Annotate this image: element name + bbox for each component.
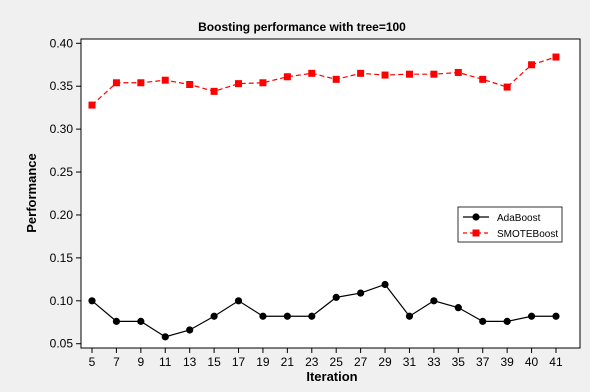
data-point-adaboost [259, 312, 267, 320]
data-point-smoteboost [210, 87, 218, 95]
y-tick-label: 0.35 [50, 79, 74, 93]
data-point-adaboost [479, 317, 487, 325]
x-tick-label: 11 [159, 355, 172, 369]
data-point-smoteboost [479, 75, 487, 83]
x-tick-label: 35 [452, 355, 466, 369]
legend-marker-smoteboost [472, 229, 480, 237]
x-tick-label: 19 [256, 355, 270, 369]
data-point-smoteboost [161, 76, 169, 84]
data-point-smoteboost [381, 71, 389, 79]
x-tick-label: 31 [403, 355, 417, 369]
data-point-smoteboost [112, 79, 120, 87]
data-point-smoteboost [186, 80, 194, 88]
data-point-smoteboost [430, 70, 438, 78]
data-point-adaboost [430, 297, 438, 305]
x-tick-label: 21 [281, 355, 295, 369]
data-point-smoteboost [308, 69, 316, 77]
data-point-adaboost [405, 312, 414, 320]
data-point-adaboost [381, 280, 389, 289]
x-tick-label: 5 [89, 355, 96, 369]
data-point-smoteboost [283, 73, 291, 81]
data-point-smoteboost [88, 101, 96, 109]
legend-marker-adaboost [472, 213, 480, 221]
x-axis-label: Iteration [306, 369, 357, 384]
data-point-adaboost [88, 297, 96, 305]
data-point-adaboost [137, 317, 145, 325]
plot-area [80, 38, 581, 349]
data-point-smoteboost [259, 79, 267, 87]
data-point-smoteboost [405, 70, 413, 78]
x-axis: 5 7 9 11 13 15 17 19 21 23 25 27 29 31 33 35 37 39 40 41 [89, 348, 563, 369]
x-tick-label: 25 [330, 355, 344, 369]
data-point-adaboost [186, 326, 194, 334]
data-point-smoteboost [528, 61, 536, 69]
data-point-adaboost [112, 317, 121, 325]
data-point-adaboost [308, 312, 316, 320]
data-point-adaboost [552, 312, 560, 320]
x-tick-label: 9 [137, 355, 144, 369]
data-point-smoteboost [503, 83, 511, 91]
y-tick-label: 0.15 [50, 251, 74, 265]
chart-title: Boosting performance with tree=100 [198, 20, 406, 34]
data-point-adaboost [332, 293, 340, 301]
series-line-smoteboost [91, 56, 557, 106]
data-point-adaboost [454, 304, 462, 312]
x-tick-label: 7 [113, 355, 120, 369]
legend-label-smoteboost: SMOTEBoost [497, 229, 558, 240]
data-point-adaboost [527, 312, 536, 320]
data-point-smoteboost [552, 53, 560, 61]
data-point-smoteboost [454, 68, 462, 76]
y-tick-label: 0.30 [50, 122, 74, 136]
series-line-adaboost [91, 283, 556, 338]
series-markers [88, 53, 560, 341]
data-point-adaboost [234, 297, 243, 305]
x-tick-label: 15 [207, 355, 221, 369]
x-tick-label: 13 [183, 355, 197, 369]
x-tick-label: 27 [354, 355, 368, 369]
data-point-smoteboost [332, 75, 340, 83]
data-point-adaboost [357, 289, 365, 297]
data-point-smoteboost [235, 80, 243, 88]
x-tick-label: 41 [549, 355, 563, 369]
data-point-adaboost [161, 333, 169, 341]
legend-label-adaboost: AdaBoost [497, 213, 541, 224]
x-tick-label: 40 [525, 355, 539, 369]
x-tick-label: 37 [476, 355, 490, 369]
data-point-smoteboost [137, 79, 145, 87]
y-tick-label: 0.10 [50, 294, 74, 308]
data-point-adaboost [210, 312, 218, 320]
y-tick-label: 0.25 [50, 165, 74, 179]
series-lines [91, 56, 557, 338]
legend: AdaBoost SMOTEBoost [457, 206, 563, 243]
x-tick-label: 39 [500, 355, 514, 369]
y-axis-label: Performance [24, 153, 39, 232]
y-axis: 0.05 0.10 0.15 0.20 0.25 0.30 0.35 0.40 [50, 36, 81, 351]
data-point-adaboost [283, 312, 291, 320]
x-tick-label: 17 [232, 355, 246, 369]
y-tick-label: 0.20 [50, 208, 74, 222]
data-point-adaboost [503, 317, 511, 325]
y-tick-label: 0.40 [50, 36, 74, 50]
x-tick-label: 23 [305, 355, 319, 369]
x-tick-label: 33 [427, 355, 441, 369]
x-tick-label: 29 [378, 355, 392, 369]
y-tick-label: 0.05 [50, 337, 74, 351]
data-point-smoteboost [357, 69, 365, 77]
